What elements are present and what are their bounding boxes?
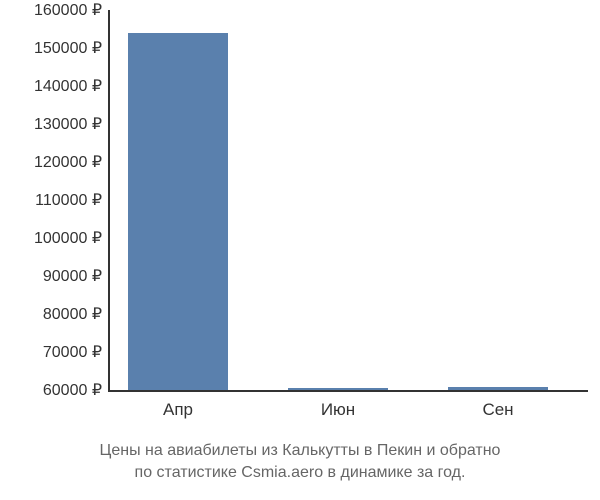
y-tick-label: 120000 ₽ [34, 152, 102, 172]
bar [128, 33, 228, 390]
x-tick-label: Сен [482, 400, 513, 420]
bar [448, 387, 548, 390]
caption-line1: Цены на авиабилеты из Калькутты в Пекин … [0, 440, 600, 462]
caption-line2: по статистике Csmia.aero в динамике за г… [0, 462, 600, 484]
y-tick-label: 100000 ₽ [34, 228, 102, 248]
x-tick-label: Апр [163, 400, 193, 420]
plot-area [108, 10, 588, 390]
x-axis-line [108, 390, 588, 392]
y-tick-label: 140000 ₽ [34, 76, 102, 96]
y-tick-label: 110000 ₽ [35, 190, 102, 210]
y-tick-label: 160000 ₽ [34, 0, 102, 20]
x-tick-label: Июн [321, 400, 355, 420]
y-tick-label: 60000 ₽ [43, 380, 102, 400]
chart-container: 60000 ₽ 70000 ₽ 80000 ₽ 90000 ₽ 100000 ₽ 1100… [0, 0, 600, 500]
y-tick-label: 70000 ₽ [43, 342, 102, 362]
y-tick-label: 150000 ₽ [34, 38, 102, 58]
y-tick-label: 80000 ₽ [43, 304, 102, 324]
bar [288, 388, 388, 390]
y-tick-label: 130000 ₽ [34, 114, 102, 134]
y-tick-label: 90000 ₽ [43, 266, 102, 286]
